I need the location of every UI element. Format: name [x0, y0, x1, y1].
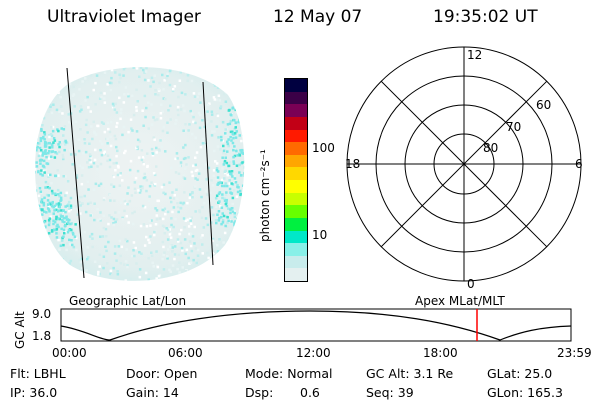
- door-status: Door: Open: [126, 366, 198, 381]
- gc-alt-tick-top: 9.0: [32, 307, 52, 321]
- colorbar-band: [285, 243, 307, 256]
- lat-label-70: 70: [506, 120, 521, 134]
- glon-status: GLon: 165.3: [487, 385, 563, 400]
- mlt-label-18: 18: [345, 157, 360, 171]
- lat-label-60: 60: [536, 98, 551, 112]
- longitude-line-left: [66, 67, 85, 279]
- xtick-0000: 00:00: [52, 346, 87, 360]
- colorbar: [284, 78, 308, 282]
- longitude-line-right: [202, 81, 214, 266]
- polar-plot: 80 70 60 12 0 18 6: [345, 46, 583, 290]
- timeline-frame: [60, 308, 572, 342]
- colorbar-band: [285, 129, 307, 143]
- colorbar-band: [285, 205, 307, 218]
- colorbar-band: [285, 142, 307, 155]
- date-label: 12 May 07: [273, 7, 363, 27]
- colorbar-band: [285, 180, 307, 193]
- gc-alt-status: GC Alt: 3.1 Re: [366, 366, 454, 381]
- colorbar-tick-100: 100: [312, 141, 335, 155]
- apex-label: Apex MLat/MLT: [415, 294, 505, 308]
- colorbar-band: [285, 255, 307, 269]
- colorbar-band: [285, 268, 307, 281]
- aurora-image: [35, 67, 245, 281]
- time-label: 19:35:02 UT: [433, 7, 538, 27]
- mode-status: Mode: Normal: [245, 366, 333, 381]
- gain-status: Gain: 14: [126, 385, 179, 400]
- dsp-value: 0.6: [300, 385, 320, 400]
- gc-alt-tick-bottom: 1.8: [32, 329, 52, 343]
- filter-status: Flt: LBHL: [10, 366, 66, 381]
- colorbar-band: [285, 167, 307, 180]
- seq-status: Seq: 39: [366, 385, 414, 400]
- colorbar-band: [285, 217, 307, 231]
- mlt-label-12: 12: [467, 48, 482, 62]
- altitude-curve: [60, 310, 572, 341]
- instrument-title: Ultraviolet Imager: [47, 7, 201, 27]
- colorbar-band: [285, 230, 307, 244]
- lat-label-80: 80: [483, 141, 498, 155]
- mlt-label-6: 6: [575, 157, 583, 171]
- colorbar-band: [285, 91, 307, 105]
- ip-status: IP: 36.0: [10, 385, 58, 400]
- xtick-0600: 06:00: [168, 346, 203, 360]
- xtick-2359: 23:59: [557, 346, 592, 360]
- mlt-label-0: 0: [467, 277, 475, 290]
- glat-status: GLat: 25.0: [487, 366, 553, 381]
- colorbar-band: [285, 192, 307, 206]
- xtick-1800: 18:00: [423, 346, 458, 360]
- colorbar-band: [285, 104, 307, 117]
- colorbar-band: [285, 154, 307, 168]
- dsp-label: Dsp:: [245, 385, 274, 400]
- colorbar-band: [285, 79, 307, 92]
- colorbar-band: [285, 116, 307, 130]
- geographic-label: Geographic Lat/Lon: [69, 294, 187, 308]
- xtick-1200: 12:00: [296, 346, 331, 360]
- colorbar-tick-10: 10: [312, 228, 328, 242]
